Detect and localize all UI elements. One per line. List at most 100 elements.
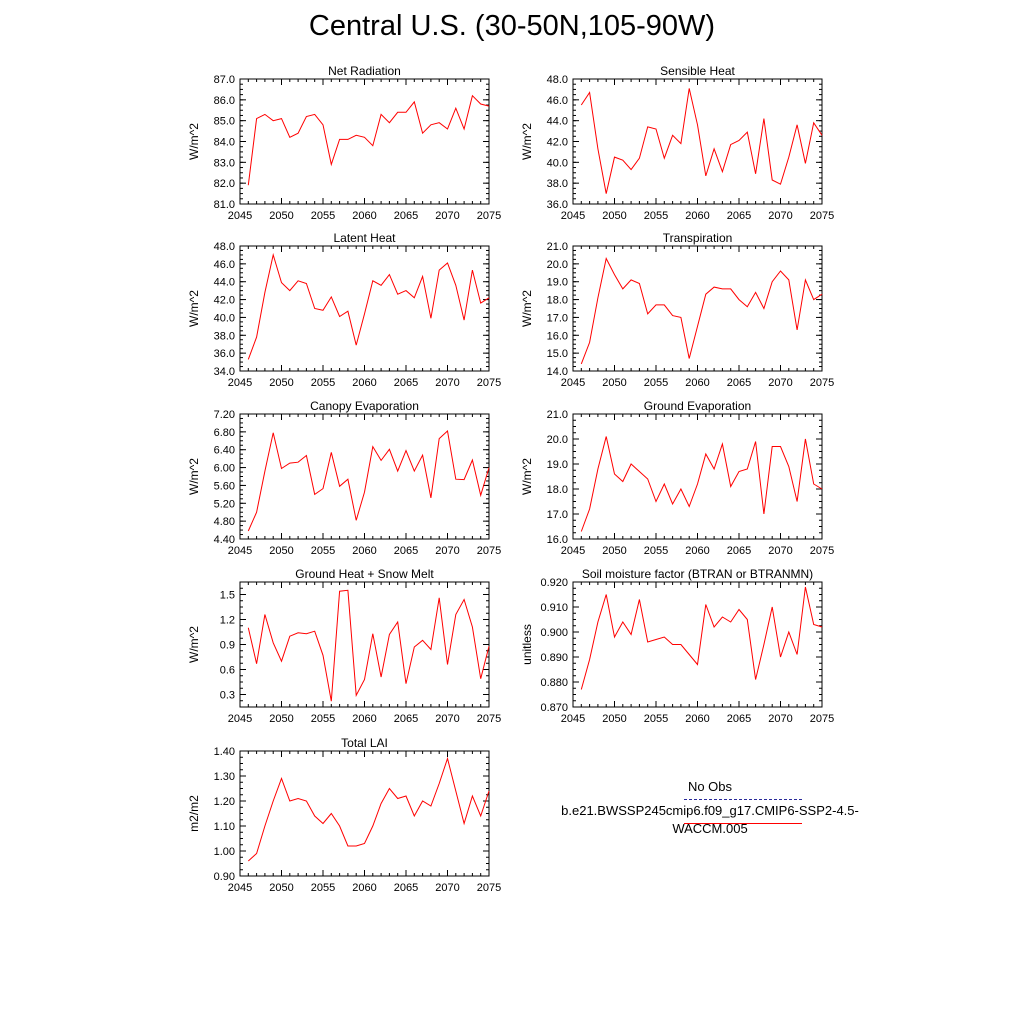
chart-title: Ground Evaporation [644, 399, 751, 413]
plot-frame [239, 750, 490, 877]
chart-panel-3: Latent Heat W/m^2 2045 2050 2055 2060 2065 2070… [187, 231, 501, 389]
x-tick-label: 2065 [394, 545, 418, 557]
y-tick-label: 6.80 [214, 427, 235, 439]
x-tick-label: 2055 [311, 210, 335, 222]
x-tick-label: 2075 [477, 210, 501, 222]
x-tick-label: 2075 [810, 545, 834, 557]
y-tick-label: 17.0 [547, 509, 568, 521]
y-tick-label: 0.870 [540, 702, 568, 714]
y-tick-label: 15.0 [547, 348, 568, 360]
y-tick-label: 48.0 [547, 74, 568, 86]
y-tick-label: 19.0 [547, 459, 568, 471]
x-tick-label: 2075 [810, 210, 834, 222]
legend-obs-line [684, 799, 802, 800]
y-tick-label: 1.30 [214, 771, 235, 783]
y-tick-label: 4.40 [214, 534, 235, 546]
x-tick-label: 2055 [311, 377, 335, 389]
y-tick-label: 34.0 [214, 366, 235, 378]
y-tick-label: 6.40 [214, 445, 235, 457]
series-line [247, 430, 490, 532]
y-tick-label: 0.90 [214, 871, 235, 883]
y-tick-label: 46.0 [214, 259, 235, 271]
y-tick-label: 48.0 [214, 241, 235, 253]
y-tick-label: 46.0 [547, 95, 568, 107]
x-tick-label: 2055 [644, 210, 668, 222]
y-tick-label: 81.0 [214, 199, 235, 211]
x-tick-label: 2075 [810, 377, 834, 389]
y-tick-label: 84.0 [214, 137, 235, 149]
x-tick-label: 2045 [228, 882, 252, 894]
x-tick-label: 2070 [768, 210, 792, 222]
x-tick-label: 2070 [435, 713, 459, 725]
chart-panel-7: Ground Heat + Snow Melt W/m^2 2045 2050 2055… [187, 567, 501, 725]
y-tick-label: 5.20 [214, 498, 235, 510]
chart-panel-8: Soil moisture factor (BTRAN or BTRANMN) u… [520, 567, 834, 725]
x-tick-label: 2055 [311, 882, 335, 894]
x-tick-label: 2065 [394, 210, 418, 222]
chart-panel-5: Canopy Evaporation W/m^2 2045 2050 2055 2060 2… [187, 399, 501, 557]
chart-title: Ground Heat + Snow Melt [295, 567, 434, 581]
chart-title: Sensible Heat [660, 64, 735, 78]
legend-entry-obs: No Obs [540, 778, 880, 802]
y-tick-label: 44.0 [214, 277, 235, 289]
plot-frame [239, 78, 490, 205]
x-tick-label: 2070 [435, 210, 459, 222]
x-tick-label: 2060 [352, 377, 376, 389]
y-tick-label: 21.0 [547, 409, 568, 421]
x-tick-label: 2065 [727, 210, 751, 222]
chart-title: Soil moisture factor (BTRAN or BTRANMN) [582, 567, 813, 581]
series-line [247, 252, 490, 360]
x-tick-label: 2050 [602, 377, 626, 389]
y-axis-label: W/m^2 [520, 123, 534, 160]
y-tick-label: 0.880 [540, 677, 568, 689]
x-tick-label: 2060 [352, 545, 376, 557]
x-tick-label: 2045 [561, 210, 585, 222]
x-tick-label: 2070 [768, 545, 792, 557]
y-tick-label: 1.00 [214, 846, 235, 858]
y-tick-label: 7.20 [214, 409, 235, 421]
x-tick-label: 2060 [352, 210, 376, 222]
x-tick-label: 2060 [685, 545, 709, 557]
series-line [580, 586, 823, 690]
y-tick-label: 0.910 [540, 602, 568, 614]
y-tick-label: 1.5 [220, 590, 235, 602]
plot-frame [239, 413, 490, 540]
y-tick-label: 83.0 [214, 157, 235, 169]
y-axis-label: m2/m2 [187, 795, 201, 832]
y-tick-label: 6.00 [214, 463, 235, 475]
y-tick-label: 36.0 [214, 348, 235, 360]
y-tick-label: 0.9 [220, 640, 235, 652]
y-tick-label: 42.0 [547, 137, 568, 149]
chart-panel-2: Sensible Heat W/m^2 2045 2050 2055 2060 2065 20… [520, 64, 834, 222]
chart-title: Total LAI [341, 736, 388, 750]
y-tick-label: 19.0 [547, 277, 568, 289]
y-tick-label: 18.0 [547, 484, 568, 496]
y-tick-label: 0.3 [220, 690, 235, 702]
x-tick-label: 2055 [311, 545, 335, 557]
y-tick-label: 86.0 [214, 95, 235, 107]
x-tick-label: 2055 [644, 545, 668, 557]
y-tick-label: 4.80 [214, 516, 235, 528]
x-tick-label: 2045 [228, 210, 252, 222]
chart-title: Canopy Evaporation [310, 399, 419, 413]
legend-model-label: b.e21.BWSSP245cmip6.f09_g17.CMIP6-SSP2-4… [561, 803, 859, 836]
y-tick-label: 85.0 [214, 116, 235, 128]
x-tick-label: 2060 [352, 713, 376, 725]
plot-frame [572, 78, 823, 205]
plot-frame [572, 413, 823, 540]
chart-panel-1: Net Radiation W/m^2 2045 2050 2055 2060 2065 20… [187, 64, 501, 222]
x-tick-label: 2050 [602, 713, 626, 725]
x-tick-label: 2075 [477, 713, 501, 725]
y-tick-label: 14.0 [547, 366, 568, 378]
y-tick-label: 36.0 [547, 199, 568, 211]
y-axis-label: W/m^2 [187, 458, 201, 495]
x-tick-label: 2070 [768, 713, 792, 725]
y-tick-label: 38.0 [214, 330, 235, 342]
x-tick-label: 2050 [269, 545, 293, 557]
x-tick-label: 2050 [269, 882, 293, 894]
x-tick-label: 2045 [561, 545, 585, 557]
x-tick-label: 2045 [561, 713, 585, 725]
chart-title: Latent Heat [333, 231, 396, 245]
x-tick-label: 2065 [394, 713, 418, 725]
series-line [580, 257, 823, 365]
